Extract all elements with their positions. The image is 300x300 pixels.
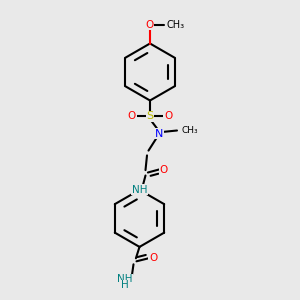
Text: O: O [164,111,172,121]
Text: NH: NH [117,274,132,284]
Text: O: O [159,164,168,175]
Text: NH: NH [132,185,147,195]
Text: CH₃: CH₃ [167,20,184,30]
Text: H: H [121,280,128,290]
Text: N: N [155,128,163,139]
Text: CH₃: CH₃ [182,126,198,135]
Text: S: S [146,111,154,121]
Text: O: O [149,253,157,263]
Text: O: O [145,20,154,30]
Text: O: O [128,111,136,121]
